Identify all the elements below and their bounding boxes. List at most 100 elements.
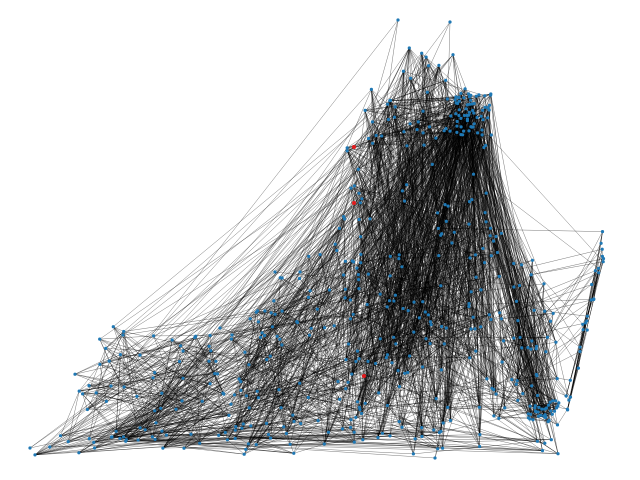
graph-node <box>533 406 537 410</box>
graph-edge <box>498 416 545 419</box>
graph-node <box>581 328 585 332</box>
graph-edge <box>208 361 363 440</box>
graph-edge <box>82 393 121 439</box>
graph-edge <box>235 407 250 431</box>
graph-edge <box>358 104 470 275</box>
graph-edge <box>230 404 244 425</box>
graph-node <box>413 437 417 441</box>
graph-node <box>291 413 295 417</box>
graph-edge <box>390 80 446 101</box>
graph-edge <box>345 132 458 360</box>
graph-node <box>568 395 573 399</box>
graph-edge <box>119 337 195 439</box>
graph-edge <box>68 415 229 442</box>
graph-node <box>397 385 401 389</box>
graph-node <box>239 388 243 392</box>
graph-edge <box>438 255 570 401</box>
graph-edge <box>105 348 224 395</box>
graph-node <box>485 377 489 381</box>
graph-node <box>489 92 493 96</box>
graph-node <box>292 419 296 424</box>
graph-node <box>48 445 52 449</box>
graph-edge <box>474 328 551 412</box>
graph-node <box>420 434 424 439</box>
graph-edge <box>517 400 530 420</box>
graph-edge <box>458 97 547 352</box>
graph-edge <box>68 295 396 442</box>
graph-edge <box>567 258 604 410</box>
highlighted-graph-node <box>362 374 366 378</box>
graph-edge <box>235 397 259 431</box>
graph-edge <box>154 65 440 373</box>
graph-edge <box>136 345 181 397</box>
graph-edge <box>119 393 497 439</box>
graph-edge <box>286 433 543 451</box>
graph-node <box>535 393 540 398</box>
graph-node <box>406 309 410 313</box>
graph-node <box>474 349 478 353</box>
graph-edge <box>445 80 490 111</box>
graph-edge <box>578 316 588 369</box>
graph-edge <box>258 228 340 322</box>
graph-node <box>352 440 356 444</box>
graph-node <box>429 323 433 327</box>
graph-edge <box>228 306 469 416</box>
graph-node <box>494 234 498 239</box>
graph-edge <box>125 429 146 442</box>
graph-edge <box>367 212 486 305</box>
graph-edge <box>68 391 80 442</box>
graph-edge <box>60 199 472 436</box>
graph-edge <box>231 338 356 362</box>
graph-node <box>213 372 217 376</box>
graph-node <box>440 232 444 236</box>
graph-node <box>564 394 568 398</box>
graph-edge <box>281 277 335 326</box>
graph-edge <box>154 372 192 435</box>
graph-edge <box>60 435 153 438</box>
graph-edge <box>140 415 229 428</box>
graph-node <box>351 312 355 316</box>
graph-node <box>470 198 474 202</box>
graph-edge <box>293 276 500 422</box>
graph-edge <box>490 319 542 416</box>
graph-node <box>536 410 540 414</box>
graph-edge <box>371 89 400 259</box>
graph-edge <box>272 277 283 327</box>
graph-edge <box>365 403 434 431</box>
graph-node <box>417 316 421 320</box>
graph-edge <box>115 361 180 432</box>
graph-edge <box>567 368 579 410</box>
graph-node <box>556 452 560 456</box>
graph-node <box>457 95 461 99</box>
graph-edge <box>375 135 534 420</box>
graph-node <box>489 133 493 137</box>
graph-node <box>388 434 392 438</box>
graph-node <box>237 377 241 381</box>
graph-node <box>335 248 339 253</box>
graph-edge <box>87 345 181 410</box>
graph-node <box>520 346 524 350</box>
graph-node <box>87 384 91 388</box>
graph-node <box>481 118 485 122</box>
graph-node <box>181 349 185 353</box>
graph-edge <box>371 89 535 408</box>
graph-edge <box>140 427 294 454</box>
graph-node <box>436 226 440 230</box>
graph-node <box>327 288 332 292</box>
graph-node <box>439 368 443 372</box>
graph-edge <box>123 53 422 388</box>
graph-node <box>347 342 351 346</box>
graph-node <box>346 380 350 384</box>
graph-edge <box>491 134 546 415</box>
graph-node <box>415 128 419 132</box>
graph-node <box>342 215 346 219</box>
graph-node <box>510 377 514 382</box>
graph-node <box>374 133 378 138</box>
graph-node <box>535 439 540 443</box>
graph-node <box>77 451 81 455</box>
graph-node <box>104 399 108 403</box>
graph-node <box>378 337 382 341</box>
graph-edge <box>415 431 441 439</box>
graph-node <box>386 102 390 106</box>
graph-node <box>462 129 466 133</box>
